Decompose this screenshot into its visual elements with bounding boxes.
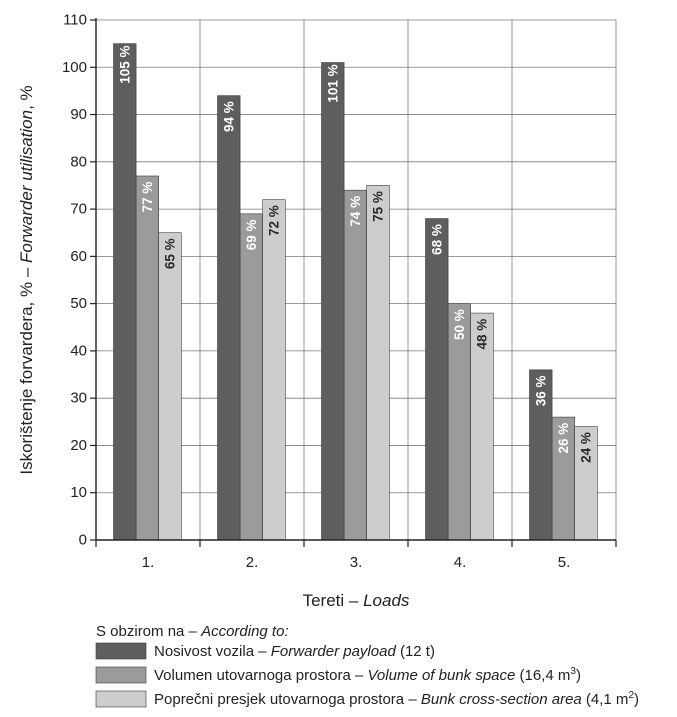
data-label: 24 %: [579, 432, 594, 463]
data-label: 77 %: [140, 182, 155, 213]
legend-label-hr: Nosivost vozila: [154, 643, 255, 660]
y-tick-label: 80: [70, 153, 87, 170]
y-tick-label: 100: [62, 59, 87, 76]
legend: S obzirom na – According to: Nosivost voz…: [95, 623, 639, 708]
y-tick-label: 60: [70, 248, 87, 265]
y-axis-title-en: Forwarder utilisation: [17, 110, 36, 263]
legend-label-hr: Poprečni presjek utovarnoga prostora: [154, 691, 405, 708]
data-label: 69 %: [244, 219, 259, 250]
legend-label-sup: 3: [570, 666, 576, 677]
legend-heading-hr: S obzirom na: [96, 623, 185, 640]
legend-label-sup: 2: [628, 690, 634, 701]
data-label: 75 %: [371, 191, 386, 222]
data-label: 94 %: [221, 101, 236, 132]
data-label: 68 %: [429, 224, 444, 255]
y-axis-title: Iskorištenje forvardera, % – Forwarder u…: [17, 85, 36, 474]
label-layer: 105 % 94 % 101 % 68 % 36 % 77 % 69 % 74 % 50 % 26…: [117, 45, 593, 462]
bar: [135, 175, 160, 541]
legend-swatch: [95, 642, 147, 660]
y-axis-title-sep: –: [17, 263, 36, 282]
bar: [113, 43, 137, 541]
data-label: 72 %: [267, 205, 282, 236]
x-axis-title: Tereti – Loads: [303, 591, 410, 610]
data-label: 48 %: [475, 319, 490, 350]
bar: [366, 185, 390, 541]
legend-label-en: Volume of bunk space: [367, 667, 515, 684]
y-tick-label: 110: [63, 12, 87, 29]
legend-label-close: ): [634, 691, 639, 708]
data-label: 74 %: [348, 196, 363, 227]
legend-label-sep: –: [254, 643, 271, 660]
y-tick-label: 0: [79, 532, 87, 549]
legend-label-close: ): [576, 667, 581, 684]
legend-heading: S obzirom na – According to:: [96, 623, 289, 640]
legend-heading-sep: –: [184, 623, 201, 640]
bar: [262, 199, 286, 541]
legend-label-en: Forwarder payload: [271, 643, 397, 660]
x-axis-title-hr: Tereti: [303, 591, 345, 610]
y-tick-label: 40: [70, 342, 87, 359]
bar: [321, 62, 345, 541]
bar: [239, 213, 264, 541]
legend-label: Volumen utovarnoga prostora – Volume of …: [154, 666, 581, 684]
y-tick-label: 20: [70, 437, 87, 454]
legend-label-unit: (4,1 m: [582, 691, 629, 708]
x-axis-title-sep: –: [344, 591, 363, 610]
x-axis-title-en: Loads: [363, 591, 410, 610]
legend-heading-en: According to:: [200, 623, 289, 640]
legend-swatch: [95, 690, 147, 708]
legend-swatch: [95, 666, 147, 684]
bar: [425, 218, 449, 541]
legend-label-unit: (12 t): [396, 643, 435, 660]
x-tick-label: 3.: [350, 554, 363, 571]
x-tick-label: 1.: [142, 554, 155, 571]
y-tick-label: 70: [70, 201, 87, 218]
data-label: 105 %: [117, 45, 132, 83]
data-label: 36 %: [533, 375, 548, 406]
x-tick-label: 4.: [454, 554, 467, 571]
data-label: 101 %: [325, 64, 340, 102]
legend-label-hr: Volumen utovarnoga prostora: [154, 667, 351, 684]
x-tick-label: 5.: [558, 554, 571, 571]
y-axis-title-hr: Iskorištenje forvardera, %: [17, 282, 36, 475]
y-tick-label: 10: [70, 484, 87, 501]
legend-label: Nosivost vozila – Forwarder payload (12 …: [154, 643, 435, 660]
x-tick-label: 2.: [246, 554, 259, 571]
legend-label-sep: –: [404, 691, 421, 708]
legend-label-unit: (16,4 m: [515, 667, 570, 684]
legend-label: Poprečni presjek utovarnoga prostora – B…: [154, 690, 639, 708]
axis-layer: 0 10 20 30 40 50 60 70 80 90 100 110 1. 2. 3. 4. 5. Iskor…: [17, 12, 617, 610]
bar-layer: [113, 43, 598, 541]
y-tick-label: 50: [70, 295, 87, 312]
legend-label-en: Bunk cross-section area: [421, 691, 582, 708]
y-tick-label: 30: [70, 390, 87, 407]
bar: [343, 189, 368, 541]
y-tick-label: 90: [70, 106, 87, 123]
data-label: 26 %: [556, 423, 571, 454]
legend-label-sep: –: [351, 667, 368, 684]
y-axis-title-unit: , %: [17, 85, 36, 110]
bar: [217, 95, 241, 541]
data-label: 50 %: [452, 309, 467, 340]
bar: [158, 232, 182, 541]
data-label: 65 %: [163, 238, 178, 269]
